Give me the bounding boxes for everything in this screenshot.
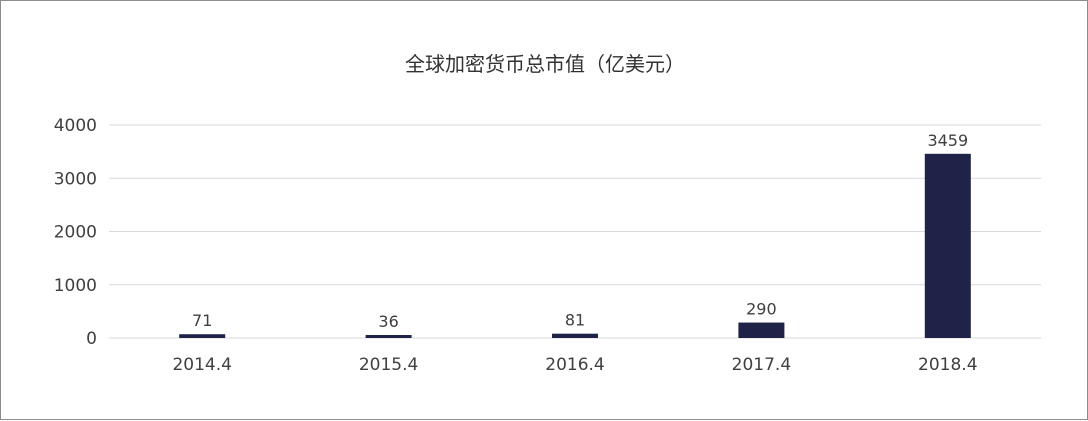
bar-2016.4 [552,333,598,338]
x-tick-label-2018.4: 2018.4 [918,355,977,375]
y-tick-label: 0 [86,329,97,349]
x-tick-label-2015.4: 2015.4 [359,355,418,375]
x-axis-ticks: 2014.4 2015.4 2016.4 2017.4 2018.4 [172,355,977,375]
x-tick-label-2014.4: 2014.4 [172,355,231,375]
gridlines [109,124,1041,339]
chart-title: 全球加密货币总市值（亿美元） [405,52,685,76]
bars [179,153,971,338]
data-label-2018.4: 3459 [927,131,968,150]
y-axis-ticks: 0 1000 2000 3000 4000 [54,116,97,349]
data-label-2014.4: 71 [192,311,212,330]
data-label-2015.4: 36 [378,312,398,331]
x-tick-label-2017.4: 2017.4 [732,355,791,375]
bar-2015.4 [365,335,412,338]
data-labels: 71 36 81 290 3459 [192,131,968,331]
data-label-2017.4: 290 [746,300,777,319]
bar-2017.4 [738,322,785,338]
y-tick-label: 2000 [54,223,97,243]
data-label-2016.4: 81 [565,311,585,330]
y-tick-label: 3000 [54,169,97,189]
bar-2018.4 [924,153,971,338]
y-tick-label: 1000 [54,276,97,296]
y-tick-label: 4000 [54,116,97,136]
bar-2014.4 [179,334,226,338]
x-tick-label-2016.4: 2016.4 [545,355,604,375]
